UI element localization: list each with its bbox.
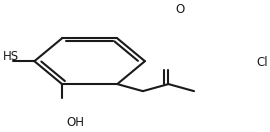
Text: HS: HS [3, 50, 19, 63]
Text: OH: OH [66, 117, 85, 129]
Text: Cl: Cl [256, 56, 268, 69]
Text: O: O [176, 3, 185, 16]
